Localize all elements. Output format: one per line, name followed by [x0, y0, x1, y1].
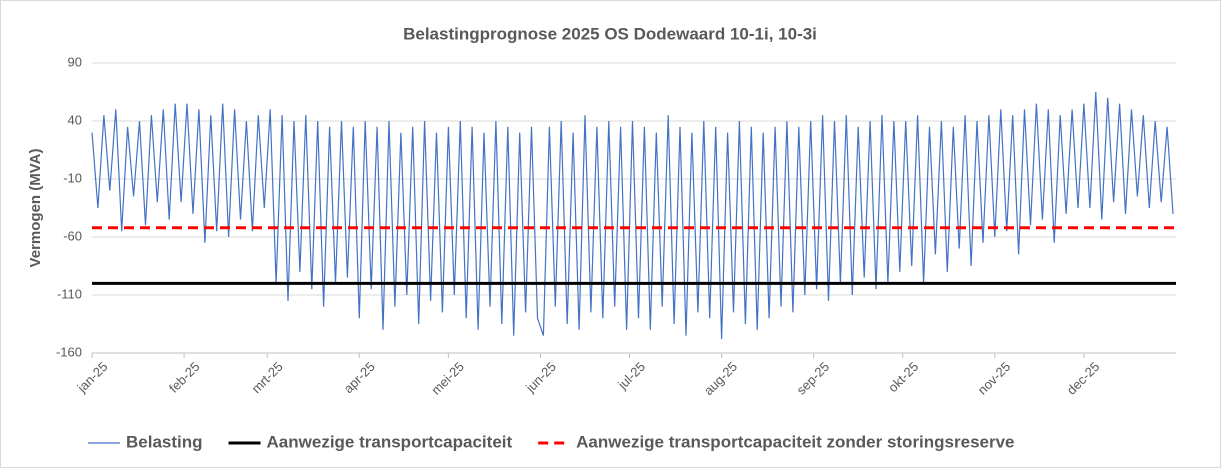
legend-label: Aanwezige transportcapaciteit: [267, 432, 513, 451]
y-tick-label: -110: [57, 286, 82, 301]
legend-label: Belasting: [126, 432, 203, 451]
y-tick-label: 90: [68, 54, 82, 69]
y-tick-label: 40: [68, 112, 82, 127]
chart-title: Belastingprognose 2025 OS Dodewaard 10-1…: [403, 24, 817, 43]
series-line: [91, 91, 1174, 340]
y-tick-label: -10: [63, 170, 82, 185]
legend-label: Aanwezige transportcapaciteit zonder sto…: [576, 432, 1014, 451]
y-tick-label: -60: [63, 228, 82, 243]
y-tick-label: -160: [56, 344, 82, 359]
y-axis-label: Vermogen (MVA): [27, 149, 44, 268]
